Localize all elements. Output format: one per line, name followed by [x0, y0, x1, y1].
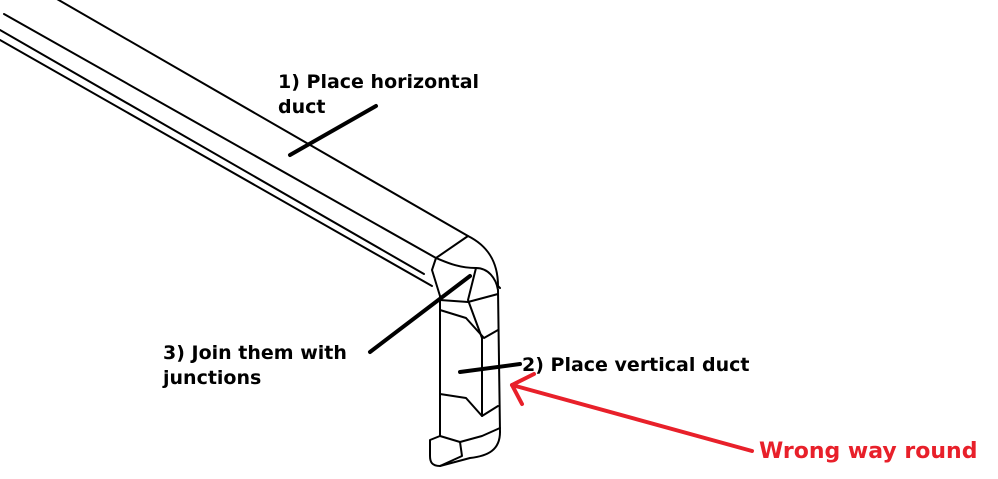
junction-segment-1	[439, 309, 499, 339]
junction-segment-2	[439, 393, 499, 417]
vertical-duct-diagonal-top	[467, 267, 483, 339]
label-warning: Wrong way round	[759, 439, 978, 464]
vertical-duct-right-edge	[497, 289, 501, 433]
label-step1-line2: duct	[278, 96, 326, 118]
vertical-duct-bottom-inner	[439, 441, 463, 467]
junction-segment-3	[439, 427, 501, 443]
horizontal-duct	[0, 0, 501, 297]
leader-lines	[288, 104, 522, 374]
warning-arrow-head	[510, 372, 536, 406]
warning-arrow	[510, 372, 754, 453]
leader-line-step3	[368, 274, 472, 354]
vertical-duct	[429, 267, 501, 467]
label-step1-line1: 1) Place horizontal	[278, 71, 480, 93]
horizontal-duct-lower-edge-2	[0, 39, 433, 287]
junction-segment-1b	[439, 293, 499, 303]
warning-arrow-shaft	[510, 383, 754, 453]
horizontal-duct-end-face	[431, 235, 469, 297]
junction-curve	[435, 257, 499, 291]
leader-line-step2	[458, 362, 522, 374]
label-step2: 2) Place vertical duct	[522, 354, 750, 376]
horizontal-duct-top-edge	[56, 0, 501, 289]
label-step3-line1: 3) Join them with	[163, 342, 347, 364]
horizontal-duct-near-edge	[3, 13, 437, 259]
horizontal-duct-lower-edge-1	[0, 29, 425, 275]
leader-line-step1	[288, 104, 378, 157]
label-step3-line2: junctions	[163, 367, 262, 389]
